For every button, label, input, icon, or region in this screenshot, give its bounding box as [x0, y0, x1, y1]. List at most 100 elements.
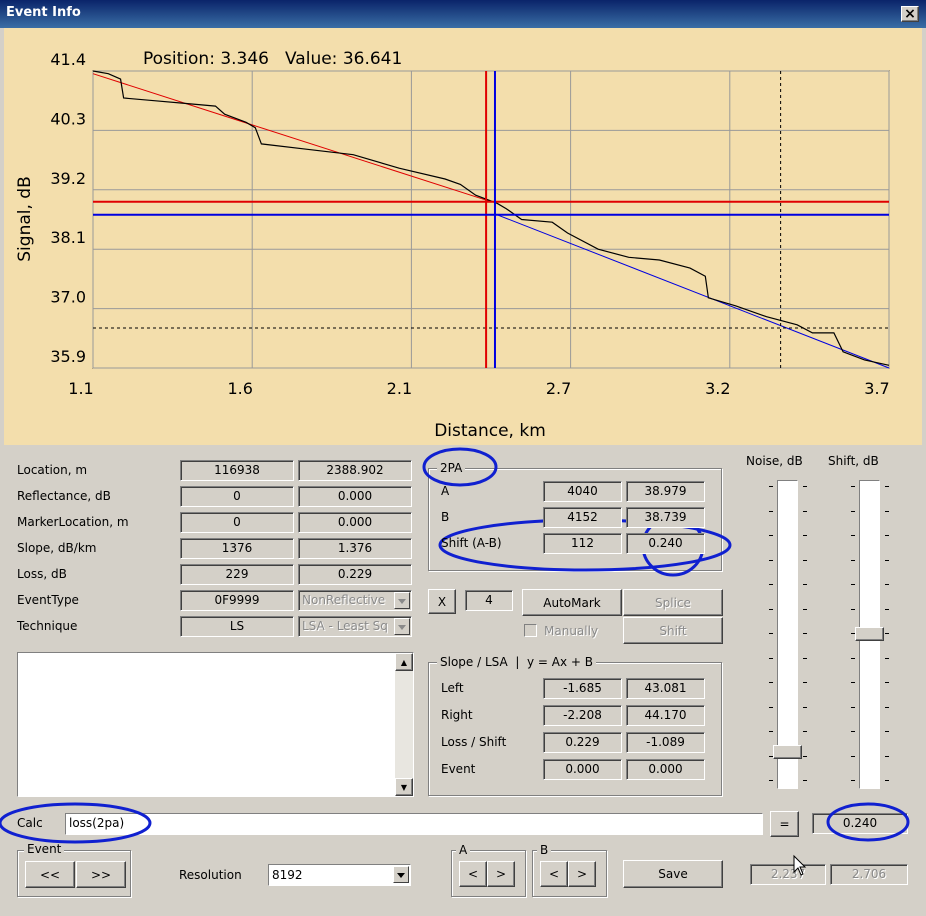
x-tick-label: 2.1 — [387, 379, 412, 398]
scrollbar[interactable]: ▲ ▼ — [395, 653, 413, 796]
value-field: 0.229 — [543, 732, 622, 753]
x-button[interactable]: X — [428, 589, 456, 614]
position-label: Position: 3.346 — [143, 49, 269, 69]
a-group-title: A — [456, 843, 471, 857]
slider-tick — [769, 510, 773, 512]
noise-track[interactable] — [777, 480, 798, 789]
slider-tick — [803, 608, 807, 610]
slider-tick — [769, 535, 773, 536]
b-right[interactable]: > — [568, 861, 596, 887]
field-label: A — [441, 484, 450, 498]
field-label: Technique — [17, 619, 78, 633]
resolution-label: Resolution — [179, 868, 242, 882]
x-value[interactable]: 4 — [465, 590, 513, 611]
slider-tick — [885, 633, 889, 634]
prev-event[interactable]: << — [25, 861, 75, 888]
field-b: 2.706 — [830, 864, 908, 885]
slider-tick — [885, 535, 889, 536]
scroll-up[interactable]: ▲ — [395, 653, 413, 671]
noise-thumb[interactable] — [773, 745, 802, 759]
splice-button[interactable]: Splice — [623, 589, 723, 616]
slider-tick — [851, 510, 855, 512]
value-field: LS — [180, 616, 294, 637]
value-field: 0.229 — [298, 564, 412, 585]
value-field: 4040 — [543, 481, 622, 502]
slider-tick — [769, 584, 773, 585]
y-tick-label: 38.1 — [50, 228, 86, 247]
fit-line — [92, 73, 492, 203]
slider-tick — [885, 510, 889, 512]
field-label: Right — [441, 708, 473, 722]
equals-button[interactable]: = — [770, 811, 799, 837]
close-button[interactable]: × — [901, 6, 919, 22]
value-field: 44.170 — [626, 705, 705, 726]
slider-tick — [803, 510, 807, 512]
value-field: 0 — [180, 486, 294, 507]
shift-thumb[interactable] — [855, 627, 884, 641]
plot-frame — [92, 70, 890, 369]
y-tick-label: 37.0 — [50, 288, 86, 307]
slider-tick — [769, 486, 773, 487]
dropdown-arrow — [394, 592, 410, 609]
manually-label: Manually — [544, 624, 599, 638]
slider-tick — [851, 657, 855, 659]
y-axis-label: Signal, dB — [15, 176, 35, 261]
slider-tick — [803, 755, 807, 757]
disabled-select: LSA - Least Sq — [298, 616, 412, 637]
manually-checkbox[interactable] — [524, 624, 537, 637]
value-field: 1376 — [180, 538, 294, 559]
slider-tick — [885, 657, 889, 659]
y-tick-label: 40.3 — [50, 109, 86, 128]
slider-tick — [851, 608, 855, 610]
dropdown-arrow[interactable] — [393, 866, 409, 883]
value-field: 229 — [180, 564, 294, 585]
slider-tick — [769, 657, 773, 659]
notes-box[interactable]: ▲ ▼ — [17, 652, 414, 797]
slider-tick — [851, 731, 855, 732]
slider-tick — [885, 706, 889, 708]
slider-tick — [885, 780, 889, 781]
disabled-select: NonReflective — [298, 590, 412, 611]
resolution-value: 8192 — [272, 868, 303, 882]
resolution-select[interactable]: 8192 — [268, 864, 411, 886]
slider-tick — [851, 706, 855, 708]
value-field: 0.000 — [543, 759, 622, 780]
a-left[interactable]: < — [459, 861, 487, 887]
slider-tick — [851, 780, 855, 781]
dropdown-arrow — [394, 618, 410, 635]
next-event[interactable]: >> — [76, 861, 126, 888]
value-field: 43.081 — [626, 678, 705, 699]
save-button[interactable]: Save — [623, 860, 723, 888]
b-left[interactable]: < — [540, 861, 568, 887]
shift-button[interactable]: Shift — [623, 617, 723, 644]
scroll-down[interactable]: ▼ — [395, 778, 413, 796]
value-field: 112 — [543, 533, 622, 554]
slider-tick — [885, 608, 889, 610]
slider-tick — [769, 559, 773, 561]
y-tick-label: 39.2 — [50, 169, 86, 188]
slider-tick — [803, 682, 807, 683]
a-right[interactable]: > — [487, 861, 515, 887]
slider-tick — [803, 657, 807, 659]
x-tick-label: 1.6 — [227, 379, 252, 398]
b-group-title: B — [537, 843, 552, 857]
slider-tick — [769, 608, 773, 610]
slider-tick — [885, 559, 889, 561]
slider-tick — [851, 486, 855, 487]
x-tick-label: 3.7 — [864, 379, 889, 398]
slider-tick — [851, 633, 855, 634]
fit-line — [493, 213, 890, 369]
slider-tick — [803, 535, 807, 536]
automark-button[interactable]: AutoMark — [522, 589, 622, 616]
field-label: Left — [441, 681, 464, 695]
calc-label: Calc — [17, 816, 43, 830]
value-field: 4152 — [543, 507, 622, 528]
slider-tick — [851, 755, 855, 757]
calc-input[interactable]: loss(2pa) — [65, 813, 763, 835]
y-tick-label: 41.4 — [50, 50, 86, 69]
field-label: Event — [441, 762, 476, 776]
value-field: 1.376 — [298, 538, 412, 559]
slider-tick — [885, 755, 889, 757]
chart-area: Position: 3.346 Value: 36.641 Signal, dB… — [4, 28, 922, 445]
